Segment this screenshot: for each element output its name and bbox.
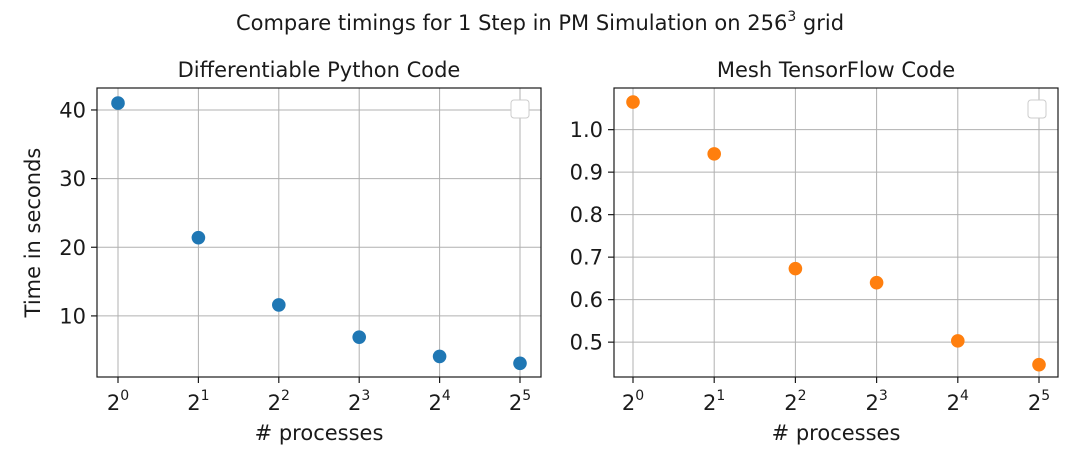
- x-tick-exponent: 1: [716, 388, 725, 404]
- x-tick-exponent: 3: [879, 388, 888, 404]
- x-tick-base: 2: [348, 391, 361, 415]
- x-tick-label: 22: [268, 388, 290, 415]
- x-tick-base: 2: [703, 391, 716, 415]
- y-tick-label: 1.0: [570, 118, 603, 142]
- x-tick-label: 24: [947, 388, 969, 415]
- x-tick-exponent: 3: [361, 388, 370, 404]
- x-tick-exponent: 4: [442, 388, 451, 404]
- data-point: [1032, 357, 1046, 372]
- figure-title-main: Compare timings for 1 Step in PM Simulat…: [236, 11, 787, 35]
- data-point: [626, 95, 640, 109]
- data-point: [707, 147, 721, 161]
- x-tick-exponent: 4: [960, 388, 969, 404]
- x-tick-base: 2: [268, 391, 281, 415]
- data-point: [432, 349, 447, 364]
- axes-frame: [613, 87, 1059, 378]
- data-point: [869, 275, 884, 290]
- x-tick-exponent: 5: [522, 388, 531, 404]
- x-tick-label: 24: [428, 388, 450, 415]
- x-tick-label: 22: [784, 388, 806, 415]
- data-point: [951, 334, 965, 348]
- y-tick-label: 40: [59, 98, 86, 122]
- figure-title-tail: grid: [796, 11, 844, 35]
- y-tick-label: 20: [59, 236, 86, 260]
- data-point: [272, 298, 286, 312]
- x-tick-exponent: 0: [120, 388, 129, 404]
- y-tick-label: 0.8: [570, 203, 603, 227]
- data-point: [191, 230, 206, 245]
- x-tick-base: 2: [1028, 391, 1041, 415]
- axes-frame: [96, 87, 542, 378]
- x-tick-label: 21: [703, 388, 725, 415]
- x-tick-label: 20: [622, 388, 644, 415]
- y-tick-label: 0.6: [570, 288, 603, 312]
- figure-title: Compare timings for 1 Step in PM Simulat…: [236, 9, 844, 35]
- x-axis-label: # processes: [772, 421, 901, 445]
- x-tick-label: 23: [865, 388, 887, 415]
- y-tick-label: 10: [59, 304, 86, 328]
- y-tick-label: 0.7: [570, 246, 603, 270]
- x-tick-label: 25: [1028, 388, 1050, 415]
- legend-box: [510, 99, 530, 119]
- x-tick-label: 21: [187, 388, 209, 415]
- x-tick-base: 2: [784, 391, 797, 415]
- data-point: [788, 261, 803, 276]
- x-tick-base: 2: [947, 391, 960, 415]
- legend-box: [1027, 99, 1047, 119]
- y-axis-label: Time in seconds: [21, 148, 45, 319]
- subplot-title: Mesh TensorFlow Code: [717, 58, 955, 82]
- x-tick-base: 2: [428, 391, 441, 415]
- x-tick-base: 2: [622, 391, 635, 415]
- x-tick-base: 2: [187, 391, 200, 415]
- x-tick-label: 20: [107, 388, 129, 415]
- data-point: [352, 330, 367, 344]
- x-tick-base: 2: [509, 391, 522, 415]
- x-tick-exponent: 0: [635, 388, 644, 404]
- data-point: [111, 96, 125, 110]
- x-tick-exponent: 2: [798, 388, 807, 404]
- x-tick-exponent: 5: [1041, 388, 1050, 404]
- subplot-title: Differentiable Python Code: [178, 58, 461, 82]
- y-tick-label: 0.5: [570, 331, 603, 355]
- x-tick-base: 2: [865, 391, 878, 415]
- x-tick-exponent: 1: [201, 388, 210, 404]
- y-tick-label: 30: [59, 167, 86, 191]
- x-tick-label: 23: [348, 388, 370, 415]
- x-axis-label: # processes: [255, 421, 384, 445]
- x-tick-exponent: 2: [281, 388, 290, 404]
- x-tick-label: 25: [509, 388, 531, 415]
- data-point: [513, 356, 527, 371]
- y-tick-label: 0.9: [570, 161, 603, 185]
- x-tick-base: 2: [107, 391, 120, 415]
- figure-title-superscript: 3: [787, 9, 796, 25]
